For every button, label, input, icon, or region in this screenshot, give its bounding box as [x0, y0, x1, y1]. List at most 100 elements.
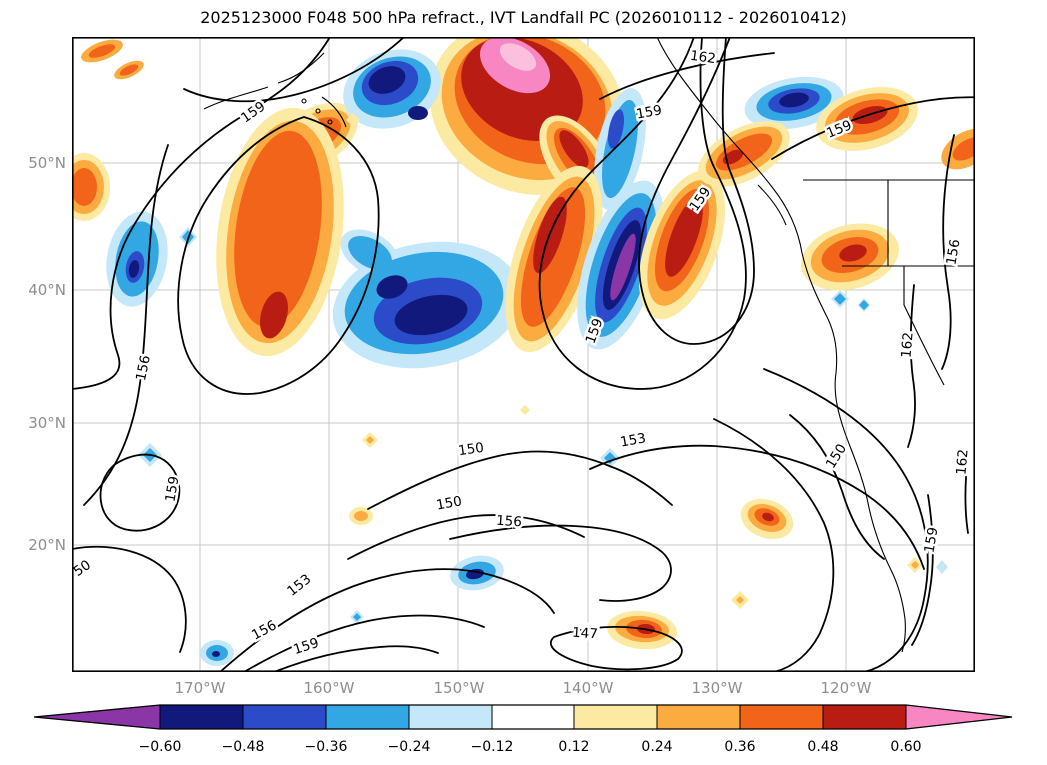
colorbar-outline — [33, 704, 1013, 730]
alaska-peninsula — [321, 96, 347, 128]
contour-line — [763, 368, 929, 672]
colorbar-tick-label: 0.60 — [890, 739, 921, 755]
colorbar-segment — [409, 705, 492, 729]
contour-label: 50 — [72, 557, 94, 580]
shaded-region — [128, 260, 140, 278]
shaded-region — [353, 613, 361, 621]
contour-label: 156 — [133, 354, 154, 383]
contour-label: 153 — [284, 571, 314, 599]
shaded-region — [234, 130, 322, 328]
contour-line — [99, 453, 181, 532]
contour-line — [911, 494, 934, 646]
shaded-region — [348, 235, 392, 271]
shaded-region — [834, 293, 846, 305]
y-tick-label: 30°N — [28, 414, 66, 432]
shaded-region — [88, 44, 116, 58]
contour-label: 156 — [943, 238, 963, 266]
shaded-region — [368, 66, 406, 94]
state-border — [903, 266, 945, 386]
colorbar-segment — [326, 705, 409, 729]
shaded-region — [952, 137, 975, 161]
shaded-region — [559, 130, 589, 168]
shaded-region — [394, 294, 468, 336]
colorbar-segment — [243, 705, 326, 729]
colorbar-segment — [160, 705, 243, 729]
shaded-region — [499, 43, 537, 71]
shaded-region — [779, 92, 809, 108]
shaded-region — [911, 561, 919, 569]
contour-line — [789, 414, 885, 560]
island-dot — [327, 119, 333, 125]
shaded-region — [366, 436, 374, 444]
contour-line — [713, 418, 835, 672]
chart-title: 2025123000 F048 500 hPa refract., IVT La… — [200, 8, 847, 27]
shaded-region — [212, 651, 220, 657]
coastline-path — [656, 37, 906, 653]
shaded-region — [859, 300, 869, 310]
island-dot — [301, 98, 307, 104]
shaded-region — [604, 452, 616, 464]
alaska-coast — [277, 52, 325, 84]
colorbar-tick-label: −0.24 — [388, 739, 431, 755]
contour-line — [183, 37, 405, 103]
island-path — [757, 184, 787, 226]
shaded-region — [376, 275, 408, 299]
alaska-coast — [203, 86, 269, 110]
contour-label: 159 — [635, 102, 663, 122]
contour-label: 153 — [619, 430, 647, 450]
contour-label: 150 — [435, 493, 463, 513]
contour-line — [273, 645, 439, 672]
colorbar-segment — [823, 705, 906, 729]
contour-line — [243, 614, 485, 672]
colorbar-tick-label: 0.24 — [641, 739, 672, 755]
colorbar-tick-label: −0.48 — [222, 739, 265, 755]
contour-line — [964, 454, 969, 534]
map-plot: 159 162 159 159 159 156 150 153 150 156 … — [72, 37, 975, 672]
shaded-region — [119, 64, 139, 76]
shaded-region — [665, 197, 703, 277]
shaded-region — [354, 511, 368, 521]
y-tick-label: 40°N — [28, 281, 66, 299]
x-tick-label: 140°W — [562, 679, 614, 697]
x-tick-label: 120°W — [820, 679, 872, 697]
shaded-region — [722, 149, 744, 165]
colorbar-tick-label: 0.12 — [558, 739, 589, 755]
contour-label: 159 — [291, 635, 320, 658]
colorbar: −0.60 −0.48 −0.36 −0.24 −0.12 0.12 0.24 … — [33, 704, 1013, 755]
contour-line — [589, 444, 925, 570]
x-tick-label: 160°W — [303, 679, 355, 697]
colorbar-tick-label: −0.60 — [139, 739, 182, 755]
colorbar-extend-right — [906, 705, 1012, 729]
shaded-region — [607, 109, 625, 149]
contour-line — [550, 626, 683, 671]
shaded-region — [610, 233, 636, 301]
contour-line — [638, 37, 755, 345]
shaded-region — [408, 106, 428, 120]
colorbar-tick-label: −0.36 — [305, 739, 348, 755]
contour-label: 159 — [162, 475, 182, 503]
contour-line — [72, 37, 331, 390]
shaded-region — [762, 512, 774, 522]
x-tick-label: 150°W — [433, 679, 485, 697]
contour-label: 156 — [496, 513, 523, 531]
colorbar-segment — [740, 705, 823, 729]
island-dot — [315, 108, 321, 114]
contour-line — [599, 52, 775, 100]
shaded-region — [520, 405, 530, 415]
contour-label: 159 — [921, 526, 941, 554]
contour-label: 150 — [457, 440, 485, 459]
contour-line — [83, 144, 169, 506]
colorbar-tick-label: 0.48 — [807, 739, 838, 755]
y-tick-label: 50°N — [28, 154, 66, 172]
contour-line — [771, 96, 975, 160]
shaded-region — [602, 99, 638, 199]
shaded-region — [936, 560, 948, 574]
contour-label: 162 — [898, 332, 916, 359]
colorbar-extend-left — [34, 705, 160, 729]
contour-label: 156 — [249, 617, 279, 643]
contour-line — [219, 568, 555, 672]
contour-line — [538, 37, 747, 390]
colorbar-segment — [657, 705, 740, 729]
colorbar-tick-label: −0.12 — [471, 739, 514, 755]
